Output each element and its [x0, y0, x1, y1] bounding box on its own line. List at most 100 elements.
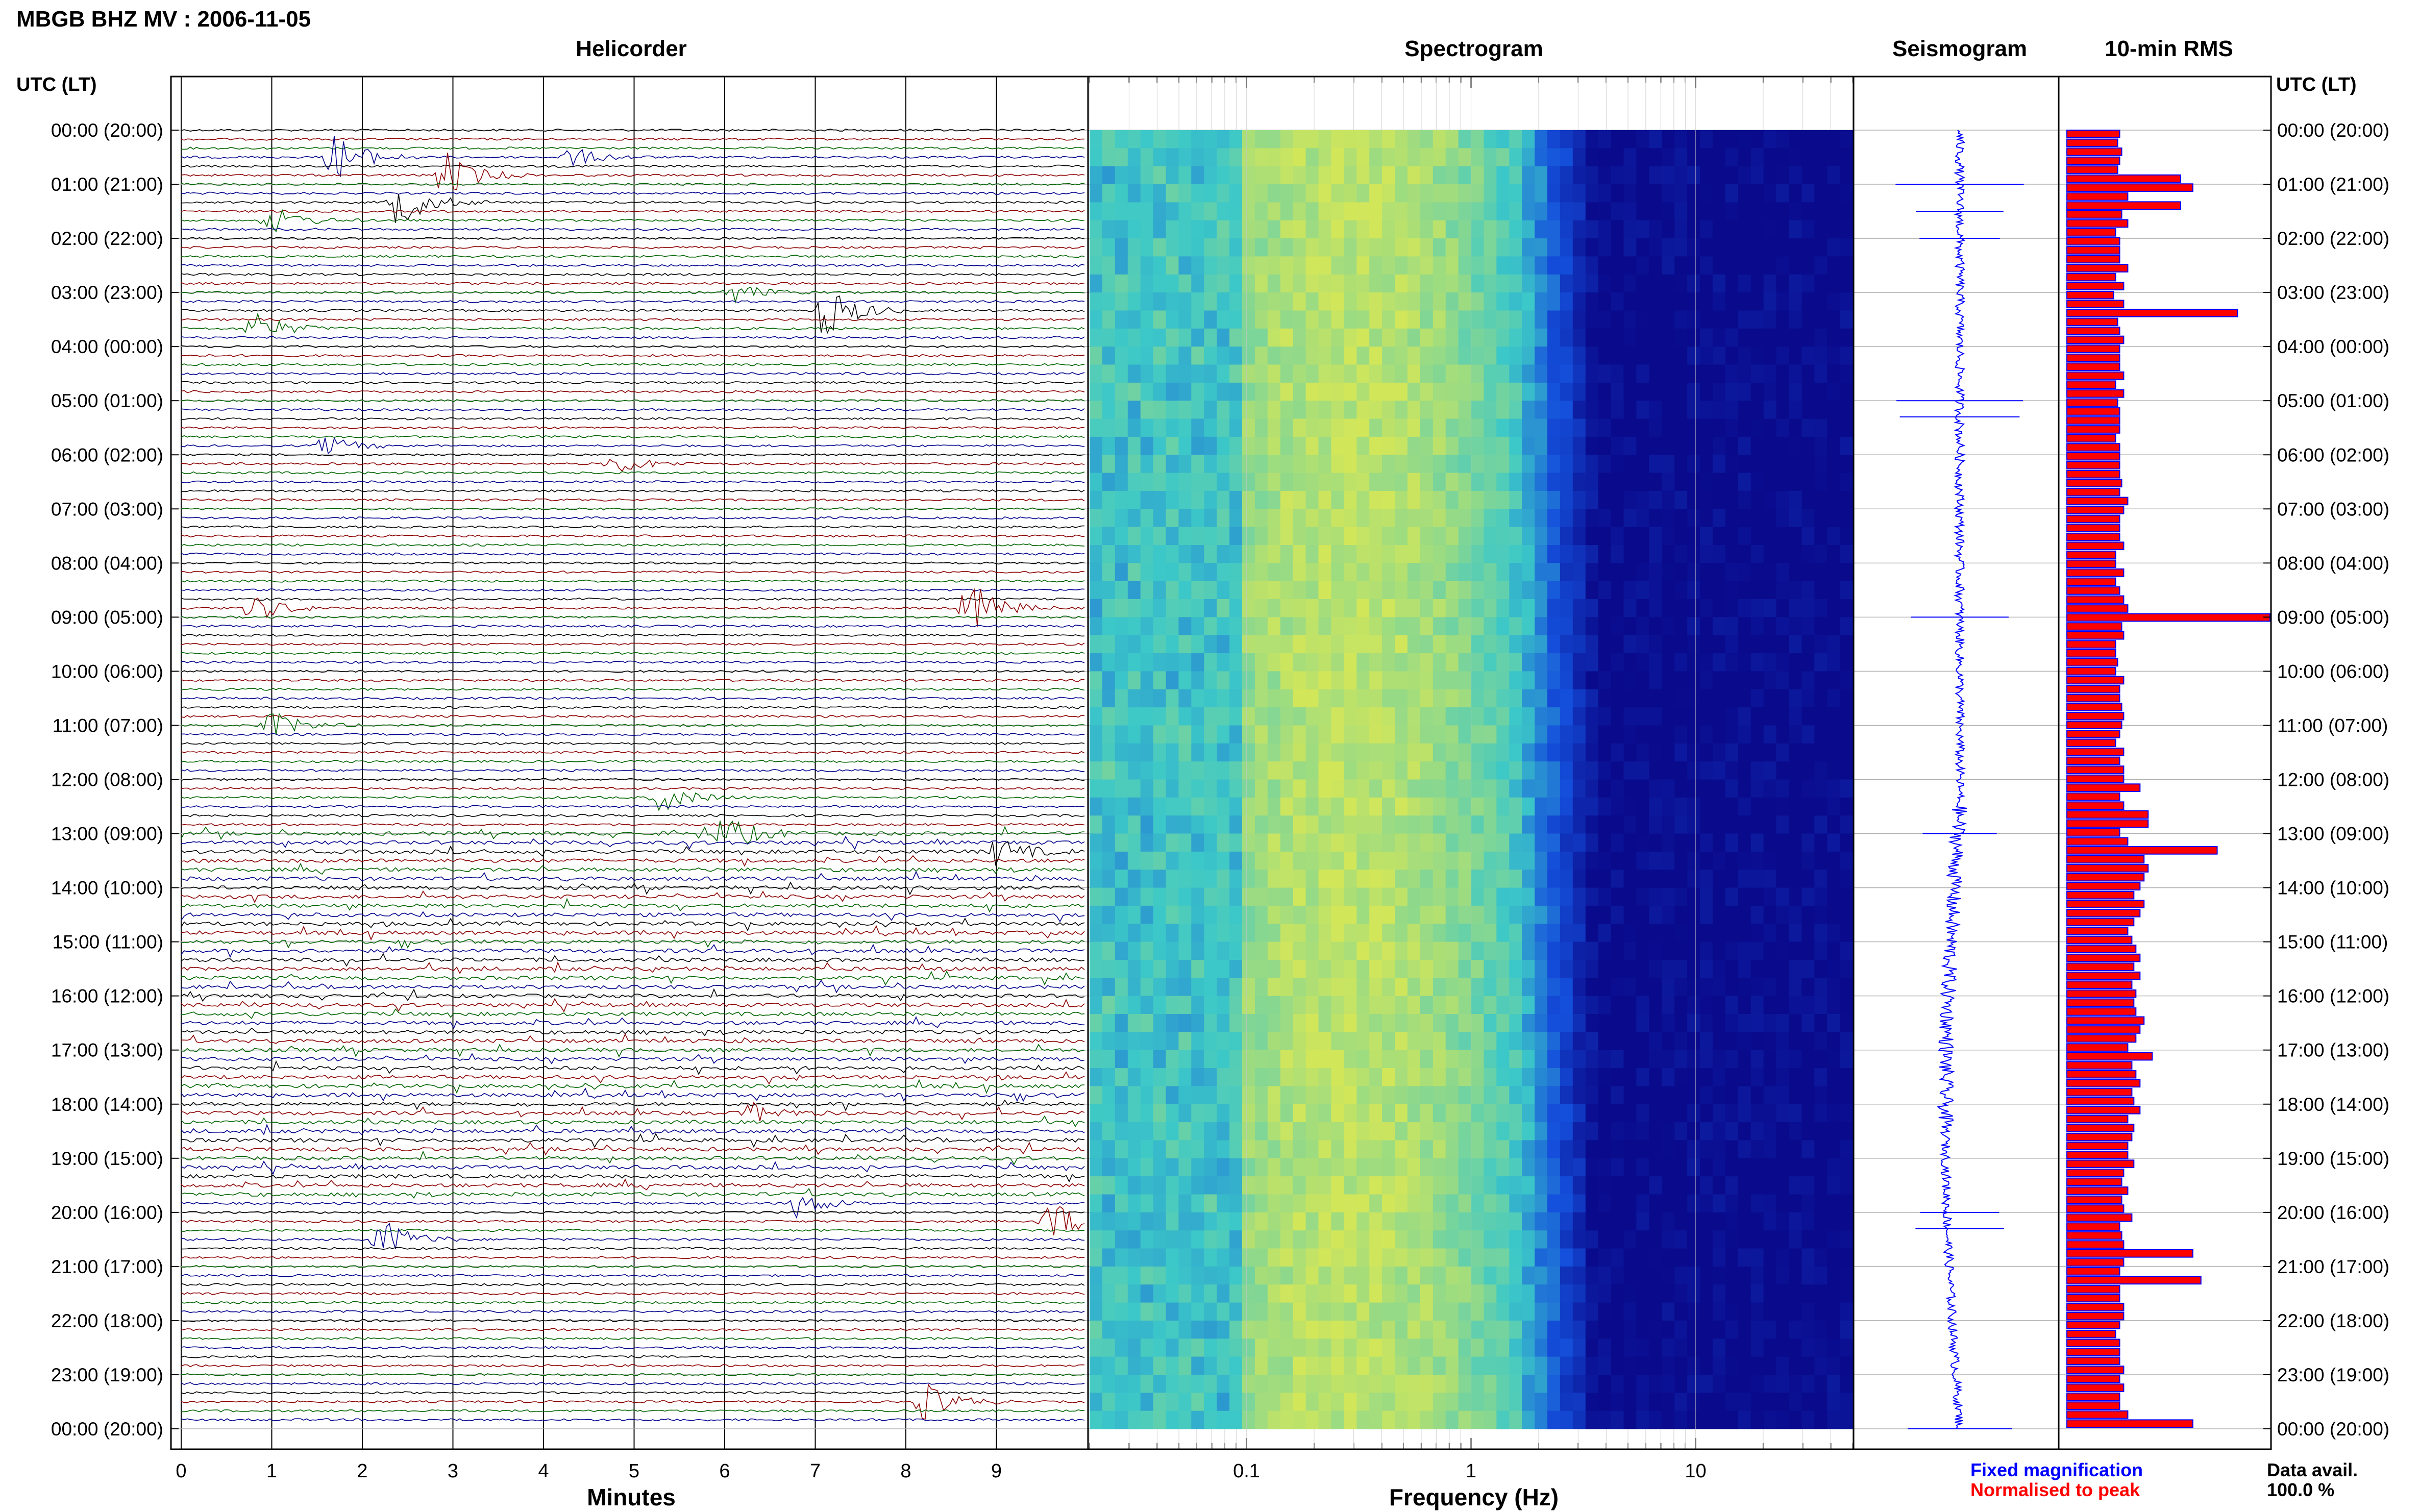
- spectrogram-cell: [1750, 1158, 1764, 1177]
- spectrogram-cell: [1153, 1320, 1167, 1339]
- spectrogram-cell: [1305, 1356, 1319, 1375]
- spectrogram-cell: [1280, 238, 1294, 257]
- spectrogram-cell: [1445, 202, 1459, 221]
- spectrogram-cell: [1662, 851, 1675, 870]
- spectrogram-cell: [1598, 130, 1612, 148]
- spectrogram-cell: [1153, 671, 1167, 690]
- spectrogram-cell: [1649, 815, 1662, 834]
- spectrogram-cell: [1789, 1068, 1802, 1086]
- spectrogram-cell: [1572, 1068, 1586, 1086]
- spectrogram-cell: [1572, 220, 1586, 239]
- spectrogram-cell: [1674, 1393, 1688, 1411]
- spectrogram-cell: [1458, 1194, 1472, 1213]
- spectrogram-cell: [1585, 635, 1599, 654]
- spectrogram-cell: [1280, 1356, 1294, 1375]
- spectrogram-cell: [1712, 887, 1726, 906]
- spectrogram-cell: [1560, 671, 1573, 690]
- spectrogram-cell: [1140, 473, 1154, 491]
- spectrogram-cell: [1725, 1176, 1739, 1195]
- spectrogram-cell: [1090, 274, 1103, 293]
- helicorder-trace-row: [181, 552, 1085, 556]
- spectrogram-cell: [1305, 436, 1319, 455]
- spectrogram-cell: [1572, 924, 1586, 943]
- spectrogram-cell: [1623, 256, 1637, 275]
- spectrogram-cell: [1789, 743, 1802, 762]
- spectrogram-cell: [1572, 1140, 1586, 1159]
- spectrogram-cell: [1445, 310, 1459, 329]
- spectrogram-cell: [1572, 1122, 1586, 1141]
- spectrogram-cell: [1140, 382, 1154, 401]
- spectrogram-cell: [1433, 1140, 1446, 1159]
- spectrogram-cell: [1166, 490, 1179, 509]
- spectrogram-cell: [1814, 689, 1828, 708]
- spectrogram-cell: [1827, 761, 1840, 780]
- spectrogram-cell: [1356, 960, 1370, 978]
- spectrogram-cell: [1382, 436, 1395, 455]
- rms-bar: [2066, 1114, 2129, 1124]
- spectrogram-cell: [1522, 1320, 1535, 1339]
- spectrogram-cell: [1763, 238, 1777, 257]
- y-tick-label-left: 15:00 (11:00): [53, 932, 163, 953]
- spectrogram-cell: [1166, 418, 1179, 437]
- spectrogram-cell: [1102, 1176, 1116, 1195]
- spectrogram-cell: [1509, 166, 1522, 185]
- spectrogram-cell: [1242, 1068, 1255, 1086]
- spectrogram-cell: [1115, 274, 1128, 293]
- spectrogram-cell: [1293, 509, 1306, 528]
- spectrogram-cell: [1102, 148, 1116, 167]
- spectrogram-cell: [1090, 563, 1103, 582]
- spectrogram-cell: [1204, 797, 1217, 816]
- spectrogram-cell: [1178, 1140, 1192, 1159]
- spectrogram-cell: [1801, 905, 1815, 924]
- spectrogram-cell: [1700, 761, 1713, 780]
- spectrogram-cell: [1318, 1104, 1331, 1123]
- spectrogram-cell: [1115, 707, 1128, 726]
- y-tick-label-left: 13:00 (09:00): [51, 824, 163, 845]
- spectrogram-cell: [1560, 256, 1573, 275]
- spectrogram-cell: [1572, 274, 1586, 293]
- spectrogram-cell: [1242, 1230, 1255, 1249]
- helicorder-trace-row: [181, 295, 1085, 335]
- spectrogram-cell: [1280, 130, 1294, 148]
- spectrogram-cell: [1217, 797, 1230, 816]
- spectrogram-cell: [1395, 1375, 1408, 1393]
- spectrogram-cell: [1382, 328, 1395, 347]
- spectrogram-cell: [1090, 581, 1103, 600]
- spectrogram-cell: [1318, 689, 1331, 708]
- spectrogram-cell: [1280, 725, 1294, 744]
- spectrogram-cell: [1395, 707, 1408, 726]
- spectrogram-cell: [1598, 184, 1612, 203]
- spectrogram-cell: [1636, 581, 1649, 600]
- spectrogram-cell: [1636, 1302, 1649, 1321]
- spectrogram-cell: [1725, 1248, 1739, 1267]
- spectrogram-cell: [1484, 220, 1497, 239]
- spectrogram-cell: [1801, 815, 1815, 834]
- spectrogram-cell: [1204, 527, 1217, 546]
- spectrogram-cell: [1407, 166, 1421, 185]
- spectrogram-cell: [1395, 870, 1408, 888]
- spectrogram-cell: [1242, 1410, 1255, 1429]
- spectrogram-cell: [1433, 797, 1446, 816]
- spectrogram-cell: [1560, 996, 1573, 1014]
- spectrogram-cell: [1356, 1068, 1370, 1086]
- spectrogram-cell: [1662, 1230, 1675, 1249]
- spectrogram-cell: [1611, 1266, 1624, 1285]
- spectrogram-cell: [1725, 851, 1739, 870]
- y-tick-label-right: 11:00 (07:00): [2277, 715, 2388, 736]
- spectrogram-cell: [1331, 689, 1344, 708]
- spectrogram-cell: [1801, 545, 1815, 563]
- spectrogram-cell: [1267, 851, 1281, 870]
- y-tick-label-left: 05:00 (01:00): [51, 390, 163, 411]
- spectrogram-cell: [1127, 436, 1141, 455]
- spectrogram-cell: [1674, 527, 1688, 546]
- spectrogram-cell: [1115, 689, 1128, 708]
- spectrogram-cell: [1331, 527, 1344, 546]
- spectrogram-cell: [1204, 1176, 1217, 1195]
- spectrogram-cell: [1789, 382, 1802, 401]
- spectrogram-cell: [1458, 1122, 1472, 1141]
- spectrogram-cell: [1814, 779, 1828, 798]
- spectrogram-cell: [1496, 887, 1510, 906]
- spectrogram-cell: [1509, 1410, 1522, 1429]
- spectrogram-cell: [1369, 1339, 1383, 1357]
- spectrogram-cell: [1369, 1032, 1383, 1051]
